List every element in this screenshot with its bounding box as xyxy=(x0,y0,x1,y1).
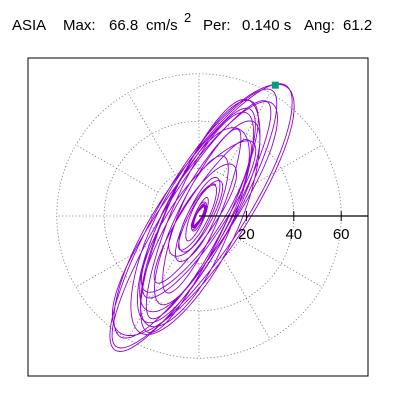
max-unit: cm/s xyxy=(146,17,178,34)
grid-spoke-120 xyxy=(127,92,176,176)
max-label: Max: xyxy=(63,17,96,34)
grid-spoke-210 xyxy=(75,239,159,288)
grid-spoke-150 xyxy=(75,144,159,193)
radial-tick-label-60: 60 xyxy=(333,226,350,243)
station-name: ASIA xyxy=(12,17,47,34)
plot-frame xyxy=(27,57,369,377)
grid-spoke-30 xyxy=(239,144,323,193)
max-value: 66.8 xyxy=(109,17,139,34)
orbit-series xyxy=(109,83,295,352)
grid-spoke-300 xyxy=(222,256,271,340)
radial-tick-label-40: 40 xyxy=(285,226,302,243)
angle-value: 61.2 xyxy=(343,17,373,34)
radial-axis: 20 40 60 xyxy=(199,211,368,243)
period-value: 0.140 s xyxy=(242,17,292,34)
chart-header: ASIA Max: 66.8 cm/s 2 Per: 0.140 s Ang: … xyxy=(0,0,400,44)
orbit-trace xyxy=(109,83,295,352)
max-point-layer xyxy=(271,81,279,89)
radial-tick-label-20: 20 xyxy=(238,226,255,243)
grid-spoke-240 xyxy=(127,256,176,340)
grid-spoke-60 xyxy=(222,92,271,176)
max-point-marker xyxy=(271,81,279,89)
max-unit-exponent: 2 xyxy=(184,10,192,25)
angle-label: Ang: xyxy=(304,17,335,34)
period-label: Per: xyxy=(203,17,231,34)
grid-spoke-330 xyxy=(239,239,323,288)
